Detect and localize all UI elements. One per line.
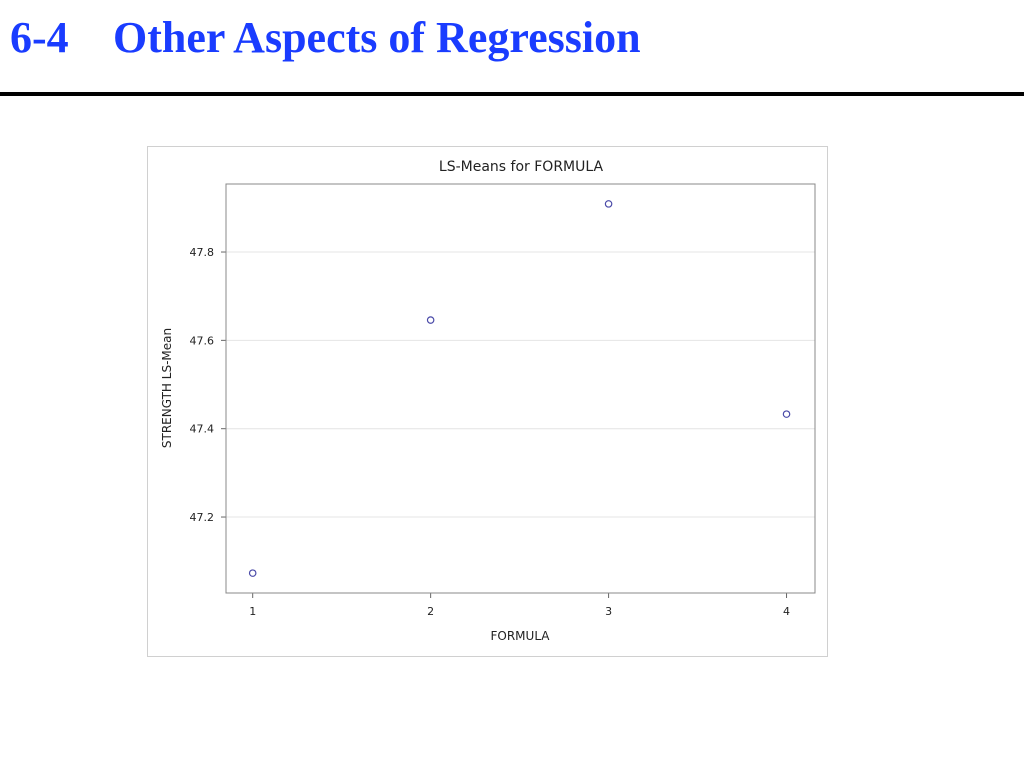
point xyxy=(248,569,257,577)
y-tick-label: 47.2 xyxy=(190,511,215,524)
slide-number: 6-4 xyxy=(10,13,69,62)
y-axis-label: STRENGTH LS-Mean xyxy=(160,328,174,448)
point xyxy=(426,316,435,324)
y-tick-label: 47.6 xyxy=(190,334,215,347)
plot-area xyxy=(225,183,816,594)
chart-frame xyxy=(147,146,828,657)
point xyxy=(782,410,791,418)
x-tick-label: 3 xyxy=(605,605,612,618)
y-tick-label: 47.8 xyxy=(190,246,215,259)
point xyxy=(604,200,613,208)
x-tick-label: 4 xyxy=(783,605,790,618)
x-axis-label: FORMULA xyxy=(491,629,551,643)
y-tick-label: 47.4 xyxy=(190,423,215,436)
x-tick-label: 1 xyxy=(249,605,256,618)
chart-title: LS-Means for FORMULA xyxy=(439,159,604,175)
title-rule xyxy=(0,92,1024,96)
x-tick-label: 2 xyxy=(427,605,434,618)
slide-title: Other Aspects of Regression xyxy=(113,13,641,62)
